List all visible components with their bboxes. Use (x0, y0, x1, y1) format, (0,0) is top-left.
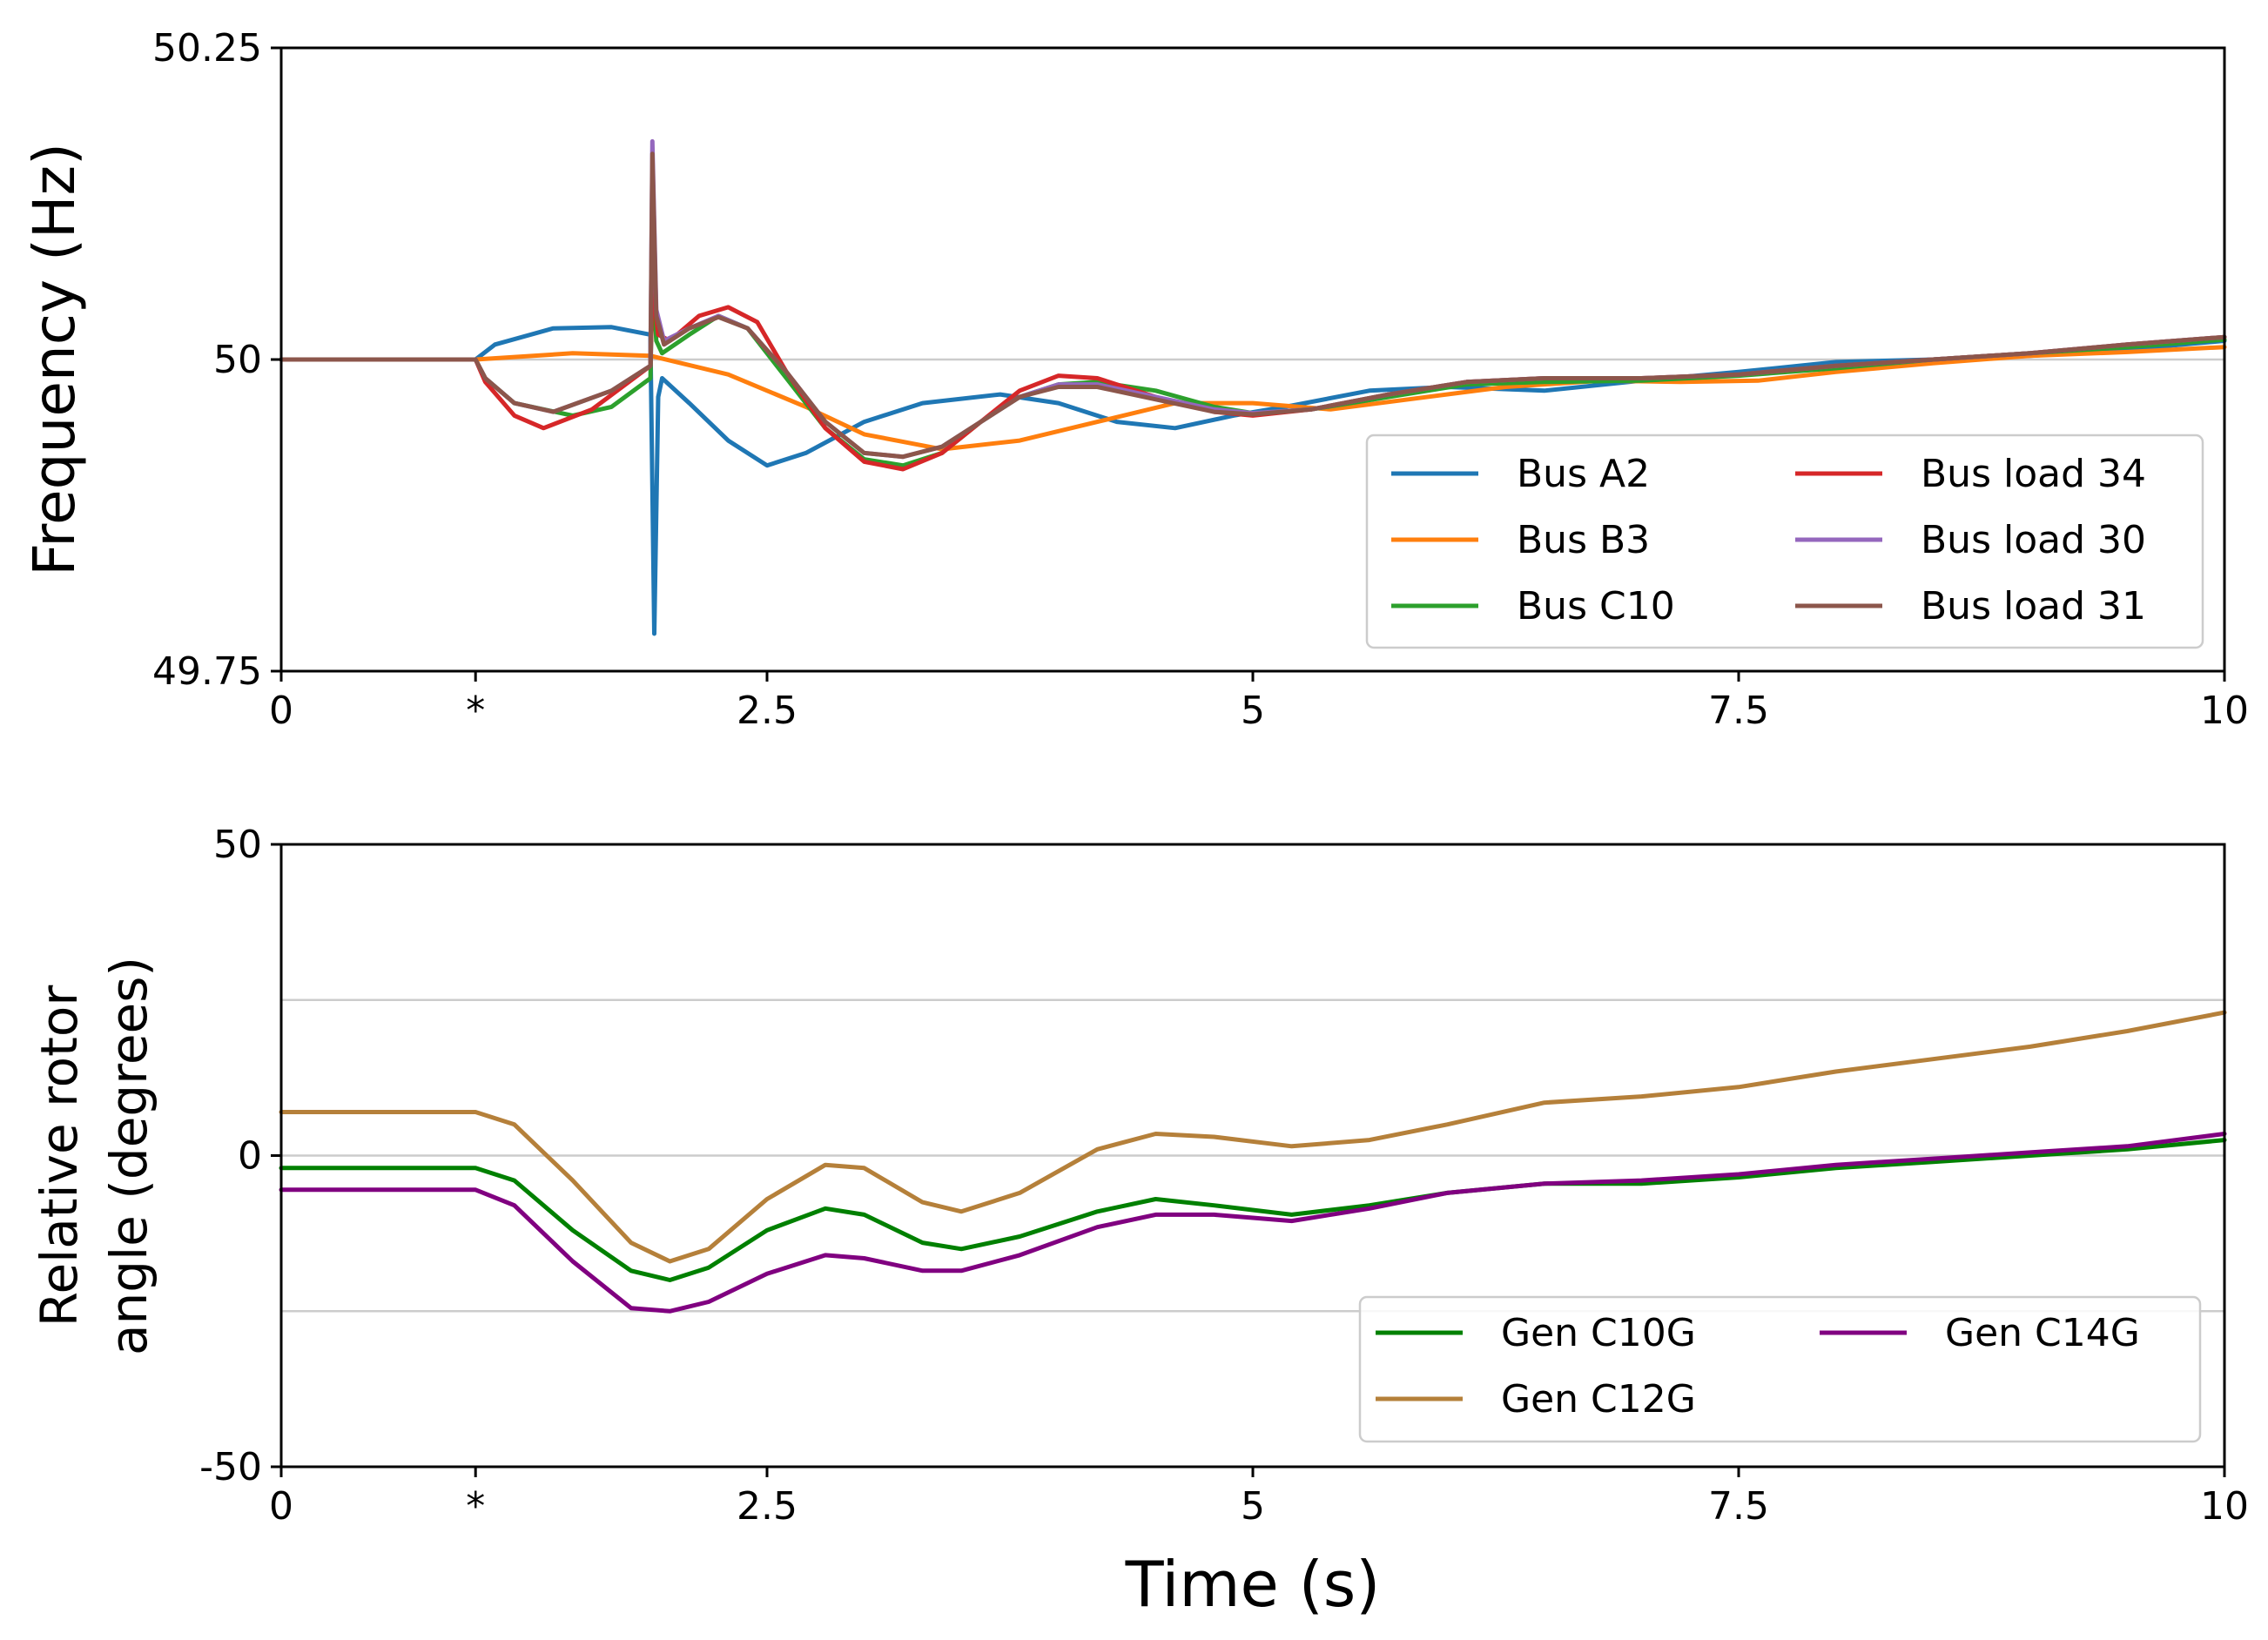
legend-item-bus-load-30: Bus load 30 (1795, 518, 2146, 562)
legend-label-bus-load-31: Bus load 31 (1921, 584, 2146, 628)
frequency-y-tick-label: 49.75 (152, 649, 262, 694)
series-line-gen-c14g (279, 1132, 2227, 1314)
legend-label-gen-c10g: Gen C10G (1501, 1311, 1696, 1355)
rotor-angle-gridlines (281, 998, 2224, 1313)
rotor-angle-x-tick-label: * (466, 1484, 485, 1529)
frequency-series (279, 138, 2227, 636)
frequency-legend: Bus A2 Bus B3 Bus C10 Bus load 34 Bus load 3… (1365, 434, 2204, 649)
rotor-angle-series (279, 1010, 2227, 1314)
rotor-angle-x-tick-label: 2.5 (737, 1484, 798, 1529)
legend-item-bus-c10: Bus C10 (1391, 584, 1675, 628)
legend-label-bus-b3: Bus B3 (1517, 518, 1650, 562)
legend-label-bus-load-30: Bus load 30 (1921, 518, 2146, 562)
rotor-angle-y-tick-label: -50 (199, 1445, 262, 1489)
rotor-angle-legend: Gen C10G Gen C12G Gen C14G (1358, 1295, 2202, 1443)
series-line-gen-c10g (279, 1138, 2227, 1282)
legend-label-gen-c14g: Gen C14G (1945, 1311, 2140, 1355)
rotor-angle-x-tick-label: 10 (2200, 1484, 2249, 1529)
frequency-x-tick-label: 0 (269, 689, 293, 733)
x-axis-label: Time (s) (1125, 1548, 1381, 1621)
rotor-angle-y-tick-label: 0 (238, 1134, 262, 1179)
rotor-angle-x-tick-label: 0 (269, 1484, 293, 1529)
frequency-legend-box (1365, 434, 2204, 649)
legend-item-bus-a2: Bus A2 (1391, 452, 1650, 496)
legend-item-bus-b3: Bus B3 (1391, 518, 1650, 562)
frequency-x-tick-label: * (466, 689, 485, 733)
rotor-angle-y-axis-label-line-1: Relative rotor (30, 985, 89, 1327)
legend-item-gen-c12g: Gen C12G (1376, 1377, 1696, 1422)
legend-label-gen-c12g: Gen C12G (1501, 1377, 1696, 1422)
series-line-gen-c12g (279, 1010, 2227, 1264)
legend-item-gen-c14g: Gen C14G (1820, 1311, 2140, 1355)
frequency-y-tick-label: 50 (213, 338, 262, 382)
series-line-bus-b3 (279, 345, 2227, 452)
series-line-bus-load-30 (279, 138, 2227, 460)
frequency-y-axis-label: Frequency (Hz) (21, 143, 88, 576)
legend-item-bus-load-31: Bus load 31 (1795, 584, 2146, 628)
rotor-angle-x-tick-label: 5 (1241, 1484, 1265, 1529)
frequency-ticks: 0 * 2.5 5 7.5 10 49.75 50 50.25 (152, 26, 2249, 733)
legend-item-bus-load-34: Bus load 34 (1795, 452, 2146, 496)
legend-label-bus-a2: Bus A2 (1517, 452, 1650, 496)
frequency-x-tick-label: 10 (2200, 689, 2249, 733)
frequency-y-tick-label: 50.25 (152, 26, 262, 71)
legend-item-gen-c10g: Gen C10G (1376, 1311, 1696, 1355)
frequency-panel: 0 * 2.5 5 7.5 10 49.75 50 50.25 Frequency (Hz) B… (21, 26, 2249, 733)
series-line-bus-load-31 (279, 151, 2227, 460)
legend-label-bus-load-34: Bus load 34 (1921, 452, 2146, 496)
rotor-angle-x-tick-label: 7.5 (1708, 1484, 1769, 1529)
frequency-x-tick-label: 5 (1241, 689, 1265, 733)
rotor-angle-y-tick-label: 50 (213, 823, 262, 867)
rotor-angle-y-axis-label-line-2: angle (degrees) (99, 957, 158, 1355)
legend-label-bus-c10: Bus C10 (1517, 584, 1675, 628)
frequency-x-tick-label: 7.5 (1708, 689, 1769, 733)
rotor-angle-legend-box (1358, 1295, 2202, 1443)
frequency-x-tick-label: 2.5 (737, 689, 798, 733)
